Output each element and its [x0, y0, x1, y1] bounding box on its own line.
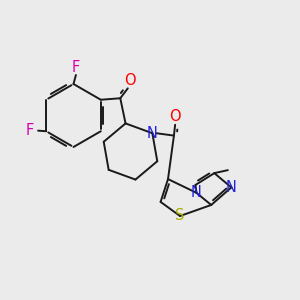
Text: N: N	[147, 126, 158, 141]
Text: O: O	[124, 73, 136, 88]
Text: S: S	[175, 208, 185, 224]
Text: F: F	[26, 123, 34, 138]
Text: N: N	[226, 180, 237, 195]
Text: O: O	[169, 110, 181, 124]
Text: F: F	[72, 60, 80, 75]
Text: N: N	[191, 185, 202, 200]
